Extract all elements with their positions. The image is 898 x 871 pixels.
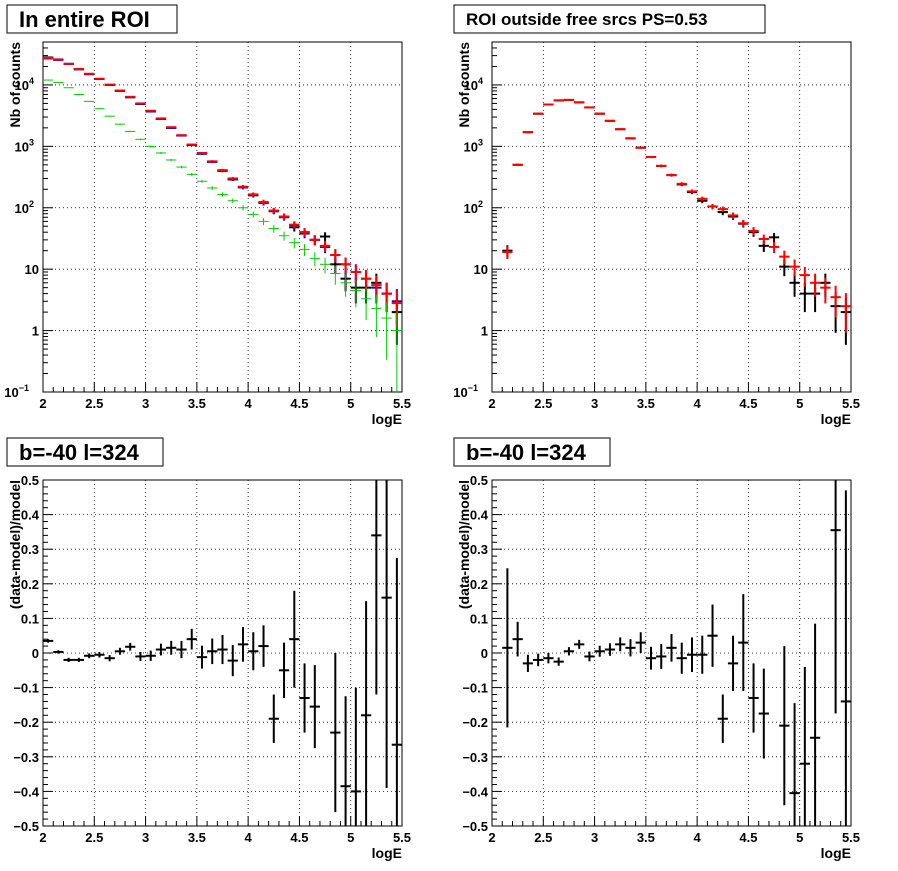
plot-frame — [491, 41, 852, 393]
chart-title-box — [6, 4, 178, 34]
y-tick-label: 0.2 — [470, 577, 488, 592]
y-tick-label: −0.1 — [13, 681, 39, 696]
x-axis-title: logE — [821, 845, 851, 861]
series-3 — [43, 56, 402, 328]
chart-panel-3: 2 2.5 3 3.5 4 4.5 5 5.5 −0.5 −0.4 −0.3 −0.2 −0.1 0 0.1… — [6, 437, 411, 861]
y-tick-label: −0.3 — [13, 750, 39, 765]
y-tick-label: −0.2 — [462, 715, 488, 730]
y-tick-label: 0.5 — [470, 473, 488, 488]
y-tick-label: 10 — [25, 262, 39, 277]
y-tick-label: 103 — [15, 137, 34, 154]
x-tick-label: 5 — [796, 830, 803, 845]
x-tick-label: 4 — [694, 396, 702, 411]
y-axis-title: Nb of counts — [456, 42, 472, 128]
x-tick-label: 4 — [245, 396, 253, 411]
x-axis-title: logE — [372, 411, 402, 427]
y-tick-label: 104 — [15, 76, 34, 93]
x-tick-label: 3 — [591, 396, 598, 411]
y-tick-label: 103 — [464, 137, 483, 154]
y-tick-label: −0.4 — [13, 784, 39, 799]
y-tick-label: 0.1 — [21, 611, 39, 626]
y-tick-label: 0.3 — [21, 542, 39, 557]
y-axis-title: (data-model)/model — [456, 480, 472, 609]
series-2 — [502, 98, 851, 333]
y-axis-title: Nb of counts — [7, 42, 23, 128]
chart-panel-4: 2 2.5 3 3.5 4 4.5 5 5.5 −0.5 −0.4 −0.3 −0.2 −0.1 0 0.1… — [453, 437, 860, 861]
x-tick-label: 4.5 — [290, 830, 308, 845]
y-tick-label: 104 — [464, 76, 483, 93]
y-tick-label: 0.3 — [470, 542, 488, 557]
y-tick-label: 102 — [464, 199, 483, 216]
x-tick-label: 3 — [142, 830, 149, 845]
x-tick-label: 2.5 — [534, 830, 552, 845]
x-tick-label: 3 — [591, 830, 598, 845]
x-tick-label: 5.5 — [393, 396, 411, 411]
x-tick-label: 3.5 — [637, 396, 655, 411]
x-tick-label: 3.5 — [188, 396, 206, 411]
x-axis-title: logE — [372, 845, 402, 861]
y-tick-label: 0.1 — [470, 611, 488, 626]
x-tick-label: 2 — [488, 830, 495, 845]
x-tick-label: 3.5 — [637, 830, 655, 845]
y-tick-label: −0.5 — [462, 819, 488, 834]
series-1 — [502, 480, 851, 826]
y-tick-label: −0.4 — [462, 784, 488, 799]
y-tick-label: −0.1 — [462, 681, 488, 696]
x-tick-label: 4 — [694, 830, 702, 845]
y-tick-label: 10 — [474, 262, 488, 277]
series-1 — [43, 480, 402, 826]
chart-title-box — [453, 4, 766, 34]
chart-title-box — [453, 437, 611, 467]
chart-title: ROI outside free srcs PS=0.53 — [466, 10, 707, 29]
x-tick-label: 2 — [39, 396, 46, 411]
y-tick-label: 0.2 — [21, 577, 39, 592]
x-tick-label: 5 — [347, 396, 354, 411]
series-4 — [43, 79, 402, 392]
chart-panel-2: 2 2.5 3 3.5 4 4.5 5 5.5 10−1 1 10 102 103 104 logE Nb o… — [453, 4, 860, 427]
y-tick-label: 0.5 — [21, 473, 39, 488]
x-tick-label: 5 — [347, 830, 354, 845]
chart-panel-1: 2 2.5 3 3.5 4 4.5 5 5.5 10−1 1 10 102 103 104 logE Nb o… — [4, 4, 411, 427]
y-tick-label: −0.5 — [13, 819, 39, 834]
y-tick-label: 1 — [481, 324, 488, 339]
y-tick-label: 10−1 — [453, 383, 478, 400]
x-tick-label: 5 — [796, 396, 803, 411]
chart-title: b=-40 l=324 — [19, 440, 140, 465]
x-tick-label: 2.5 — [85, 830, 103, 845]
y-tick-label: 102 — [15, 199, 34, 216]
x-tick-label: 3.5 — [188, 830, 206, 845]
y-tick-label: −0.2 — [13, 715, 39, 730]
chart-title: b=-40 l=324 — [466, 440, 587, 465]
x-tick-label: 4.5 — [739, 396, 757, 411]
y-tick-label: 0 — [481, 646, 488, 661]
x-axis-title: logE — [821, 411, 851, 427]
x-tick-label: 3 — [142, 396, 149, 411]
x-tick-label: 2 — [488, 396, 495, 411]
x-tick-label: 5.5 — [393, 830, 411, 845]
y-tick-label: 1 — [32, 324, 39, 339]
y-tick-label: 0.4 — [470, 508, 489, 523]
x-tick-label: 2.5 — [534, 396, 552, 411]
y-axis-title: (data-model)/model — [7, 480, 23, 609]
y-tick-label: −0.3 — [462, 750, 488, 765]
y-tick-label: 0 — [32, 646, 39, 661]
x-tick-label: 5.5 — [842, 396, 860, 411]
x-tick-label: 4.5 — [290, 396, 308, 411]
chart-title-box — [6, 437, 164, 467]
x-tick-label: 4.5 — [739, 830, 757, 845]
plot-frame — [42, 41, 403, 393]
x-tick-label: 5.5 — [842, 830, 860, 845]
y-tick-label: 10−1 — [4, 383, 29, 400]
x-tick-label: 4 — [245, 830, 253, 845]
y-tick-label: 0.4 — [21, 508, 40, 523]
chart-title: In entire ROI — [19, 7, 150, 32]
x-tick-label: 2 — [39, 830, 46, 845]
x-tick-label: 2.5 — [85, 396, 103, 411]
